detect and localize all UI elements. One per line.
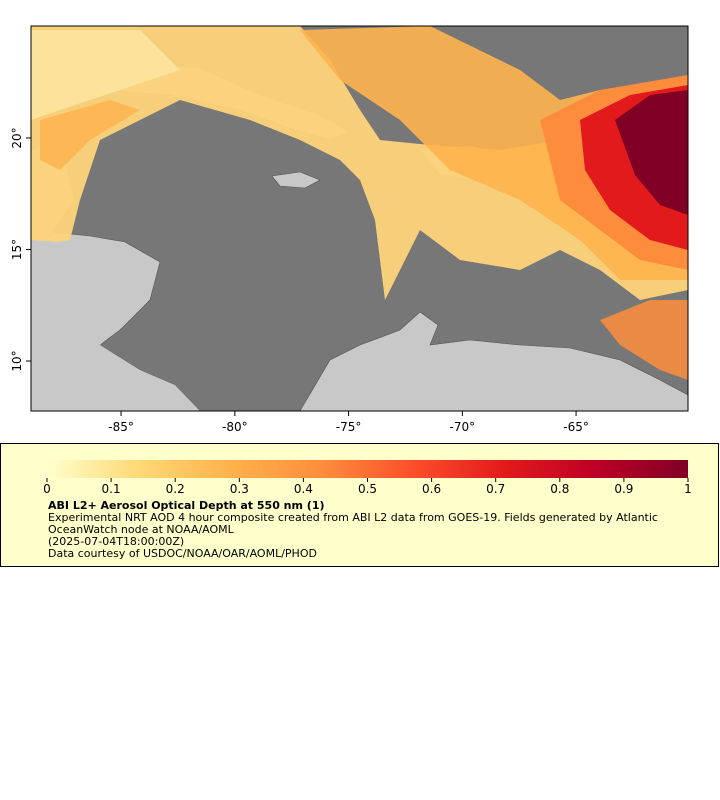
legend-title: ABI L2+ Aerosol Optical Depth at 550 nm … bbox=[48, 499, 325, 512]
y-tick-label: 10° bbox=[10, 350, 24, 371]
colorbar-tick-label: 0 bbox=[43, 482, 51, 496]
map bbox=[31, 26, 688, 411]
legend-time: (2025-07-04T18:00:00Z) bbox=[48, 535, 185, 548]
land-overlay bbox=[31, 240, 200, 411]
colorbar-tick-label: 0.1 bbox=[102, 482, 121, 496]
y-tick-label: 15° bbox=[10, 239, 24, 260]
map-frame bbox=[30, 25, 689, 412]
x-tick-label: -70° bbox=[450, 420, 476, 434]
colorbar-tick-label: 0.3 bbox=[230, 482, 249, 496]
y-tick-label: 20° bbox=[10, 127, 24, 148]
colorbar-tick-label: 0.7 bbox=[486, 482, 505, 496]
colorbar-tick-label: 0.6 bbox=[422, 482, 441, 496]
colorbar bbox=[47, 460, 688, 478]
x-tick-label: -85° bbox=[108, 420, 134, 434]
legend-description: Experimental NRT AOD 4 hour composite cr… bbox=[48, 511, 658, 536]
colorbar-tick-label: 0.2 bbox=[166, 482, 185, 496]
legend-credit: Data courtesy of USDOC/NOAA/OAR/AOML/PHO… bbox=[48, 547, 317, 560]
colorbar-tick-label: 1 bbox=[684, 482, 692, 496]
x-tick-label: -80° bbox=[222, 420, 248, 434]
x-tick-label: -75° bbox=[336, 420, 362, 434]
colorbar-tick-label: 0.8 bbox=[550, 482, 569, 496]
aerosol-field bbox=[31, 26, 688, 380]
colorbar-tick-label: 0.4 bbox=[294, 482, 313, 496]
colorbar-tick-label: 0.5 bbox=[358, 482, 377, 496]
colorbar-tick-label: 0.9 bbox=[614, 482, 633, 496]
x-tick-label: -65° bbox=[563, 420, 589, 434]
legend-text: ABI L2+ Aerosol Optical Depth at 550 nm … bbox=[48, 500, 698, 560]
